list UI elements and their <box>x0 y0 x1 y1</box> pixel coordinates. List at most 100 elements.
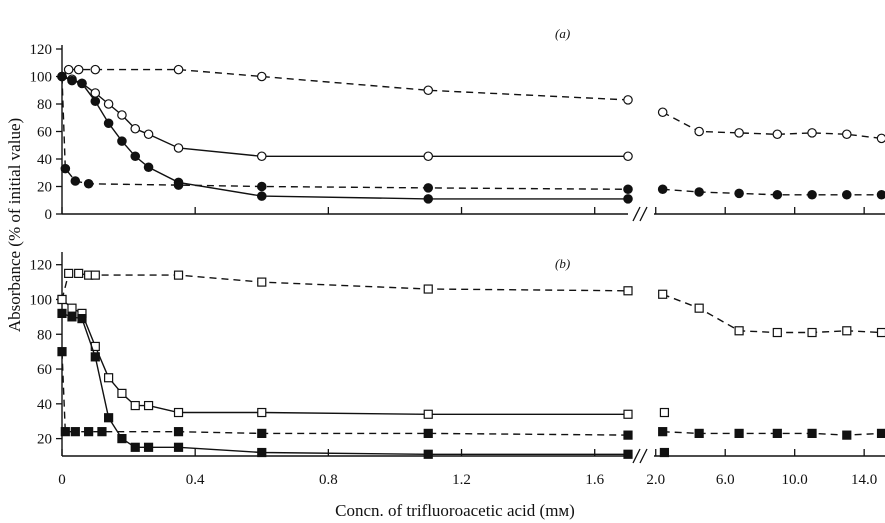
panel-a-series-1-point <box>623 95 633 105</box>
panel-a-y-tick-label: 60 <box>37 125 52 141</box>
panel-b-series-1-point <box>623 286 633 296</box>
panel-b-series-4-point <box>57 347 67 357</box>
panel-a-series-1-point <box>657 107 668 118</box>
panel-a-axis-break <box>639 206 648 222</box>
panel-a-series-3-point <box>90 96 101 107</box>
panel-b-y-tick-label: 40 <box>37 397 52 413</box>
panel-a-series-1-point <box>63 64 74 75</box>
panel-b-label: (b) <box>555 256 570 271</box>
x-tick-label: 0.8 <box>319 472 338 488</box>
panel-b-series-3-point <box>130 442 140 452</box>
panel-b-series-2-point <box>423 409 433 419</box>
panel-a-label: (a) <box>555 26 570 41</box>
panel-b-series-4-point <box>734 428 744 438</box>
panel-b-series-1-point <box>173 270 184 280</box>
panel-a-series-3-point <box>423 194 434 204</box>
panel-a-series-4-point <box>623 184 633 195</box>
panel-b-series-4-point <box>97 427 107 437</box>
panel-b-series-2-point <box>67 303 77 313</box>
panel-a-series-1-point <box>694 126 704 137</box>
panel-b-series-3-point <box>117 434 127 444</box>
panel-b-series-1-point <box>257 277 267 287</box>
panel-a-series-4-point <box>657 184 668 195</box>
panel-b-series-4-point <box>658 427 668 437</box>
panel-a-series-4-point <box>734 188 744 199</box>
panel-b-series-1-point <box>694 303 704 313</box>
panel-b-series-2-point <box>130 400 140 411</box>
panel-b-series-4-point <box>807 428 817 438</box>
panel-a-series-4-point <box>60 163 71 174</box>
panel-b-series-2-point <box>257 407 267 418</box>
panel-b-series-4-point <box>876 428 885 438</box>
panel-a-series-1-point <box>423 85 434 96</box>
panel-a-y-tick-label: 0 <box>45 207 53 223</box>
panel-b-series-3-point <box>623 449 633 459</box>
panel-a-series-3-point <box>103 118 114 129</box>
panel-b-y-tick-label: 80 <box>37 327 52 343</box>
panel-b-series-4-point <box>694 428 704 438</box>
panel-b-series-1-point <box>423 284 433 294</box>
panel-a-series-3-point <box>256 191 267 201</box>
panel-b-series-3-point <box>67 312 77 322</box>
panel-b-y-tick-label: 120 <box>30 258 53 274</box>
panel-b-series-2-point <box>143 400 154 411</box>
x-tick-label: 10.0 <box>782 472 808 488</box>
panel-a-series-2-point <box>90 88 101 98</box>
panel-a-series-2-point <box>103 99 114 109</box>
panel-a-series-1-point <box>772 129 783 140</box>
panel-a-series-1-point <box>73 64 84 75</box>
panel-b-axis-break <box>632 448 641 464</box>
panel-a-y-tick-label: 80 <box>37 97 52 113</box>
panel-a-series-2-line-left <box>61 75 628 157</box>
panel-a-series-2-point <box>623 151 633 162</box>
panel-a-series-2-point <box>130 123 141 134</box>
panel-b-y-tick-label: 100 <box>30 292 53 308</box>
panel-b-series-2-line-left <box>61 298 628 415</box>
panel-b-series-2-point <box>659 407 670 418</box>
panel-a-series-2-point <box>423 151 434 162</box>
panel-b-series-1-point <box>64 268 74 278</box>
panel-a-series-4-point <box>807 189 817 200</box>
panel-a-series-3-point <box>130 151 141 162</box>
panel-a-series-4-point <box>57 71 67 82</box>
panel-a-series-4-point <box>173 180 184 190</box>
panel-a-series-2-point <box>143 129 154 140</box>
x-axis-title: Concn. of trifluoroacetic acid (mм) <box>335 501 575 520</box>
panel-b-series-1-line-left <box>61 272 629 300</box>
panel-b-series-1-point <box>734 326 744 336</box>
panel-b-series-1-point <box>90 270 100 280</box>
x-tick-label: 6.0 <box>716 472 735 488</box>
panel-a-series-2-point <box>173 143 184 153</box>
panel-a-y-tick-label: 40 <box>37 152 52 168</box>
panel-a-series-1-point <box>734 128 744 138</box>
x-tick-label: 14.0 <box>851 472 877 488</box>
panel-b-series-3-point <box>659 447 670 458</box>
panel-a-series-1-point <box>876 133 885 144</box>
panel-a-series-1-point <box>173 64 184 75</box>
panel-b-series-3-point <box>143 442 154 452</box>
x-tick-label: 0 <box>58 472 66 488</box>
panel-a-series-2-point <box>117 110 127 120</box>
panel-a-series-1-line-left <box>61 68 629 101</box>
panel-b-series-3-point <box>257 447 267 458</box>
x-tick-label: 1.2 <box>452 472 471 488</box>
panel-b-series-1-point <box>807 327 817 338</box>
panel-b-series-1-point <box>74 268 84 278</box>
panel-b-series-4-point <box>70 427 80 437</box>
y-axis-title: Absorbance (% of initial value) <box>5 118 24 332</box>
panel-b-series-1-point <box>842 326 852 336</box>
panel-a-series-3-point <box>67 75 77 86</box>
x-tick-label: 1.6 <box>585 472 604 488</box>
panel-b-series-1-point <box>658 289 668 299</box>
panel-a-series-1-point <box>841 129 852 140</box>
panel-a-series-3-point <box>77 78 87 89</box>
panel-b-y-tick-label: 20 <box>37 432 52 448</box>
panel-b-y-tick-label: 60 <box>37 362 52 378</box>
panel-a-series-4-line-left <box>61 76 629 190</box>
x-tick-label: 2.0 <box>646 472 665 488</box>
panel-b-axis-break <box>639 448 648 464</box>
panel-b-series-4-point <box>84 427 94 437</box>
panel-b-series-4-point <box>257 428 267 438</box>
panel-b-series-4-point <box>60 427 70 437</box>
